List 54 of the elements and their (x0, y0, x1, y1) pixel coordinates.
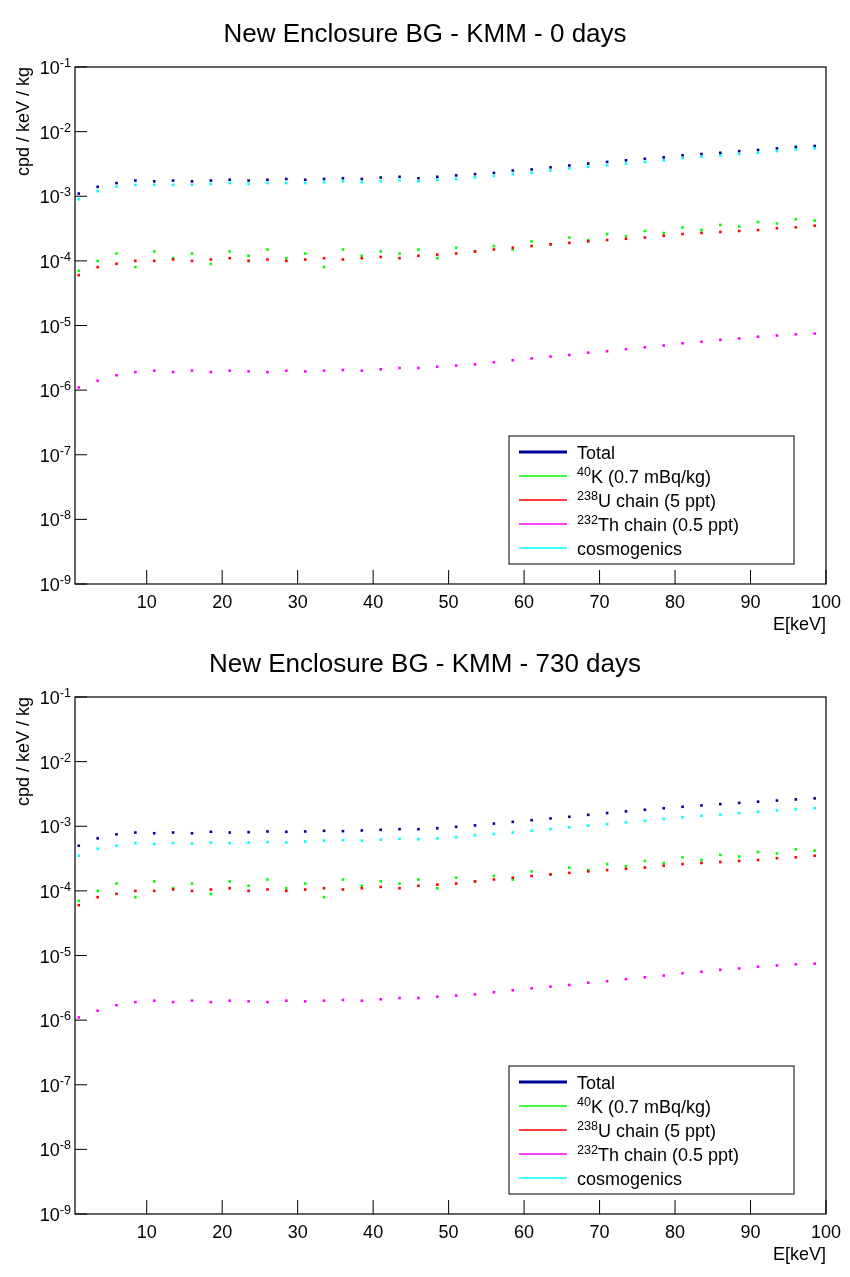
y-tick-label: 10$^{-6}$ (39, 1009, 71, 1032)
y-tick-label: 10$^{-2}$ (39, 120, 71, 143)
x-tick-label: 90 (740, 592, 761, 612)
y-tick-label: 10$^{-7}$ (39, 443, 71, 466)
y-tick-label: 10$^{-3}$ (39, 815, 71, 838)
legend-label: $^{232}$Th chain (0.5 ppt) (577, 513, 740, 535)
y-tick-label: 10$^{-9}$ (39, 573, 71, 595)
x-tick-label: 20 (212, 592, 233, 612)
x-tick-label: 50 (438, 1222, 459, 1242)
x-tick-label: 10 (136, 592, 157, 612)
legend-label: $^{238}$U chain (5 ppt) (577, 489, 717, 511)
x-tick-label: 10 (136, 1222, 157, 1242)
y-axis-title: cpd / keV / kg (13, 697, 33, 807)
legend-label: cosmogenics (577, 1169, 683, 1189)
y-tick-label: 10$^{-5}$ (39, 314, 71, 337)
y-tick-label: 10$^{-1}$ (39, 56, 71, 78)
y-tick-label: 10$^{-4}$ (39, 879, 71, 902)
x-axis-title: E[keV] (772, 1244, 826, 1264)
x-axis-title: E[keV] (772, 614, 826, 634)
y-axis-title: cpd / keV / kg (13, 67, 33, 177)
x-tick-label: 30 (287, 592, 308, 612)
x-tick-label: 30 (287, 1222, 308, 1242)
x-tick-label: 80 (665, 1222, 686, 1242)
y-tick-label: 10$^{-7}$ (39, 1073, 71, 1096)
legend-label: $^{40}$K (0.7 mBq/kg) (577, 1095, 712, 1117)
legend-label: cosmogenics (577, 539, 683, 559)
legend-label: $^{232}$Th chain (0.5 ppt) (577, 1143, 740, 1165)
x-tick-label: 90 (740, 1222, 761, 1242)
y-tick-label: 10$^{-8}$ (39, 508, 71, 531)
y-tick-label: 10$^{-5}$ (39, 944, 71, 967)
x-tick-label: 60 (514, 592, 535, 612)
x-tick-label: 70 (589, 592, 610, 612)
legend-label: Total (577, 443, 616, 463)
x-tick-label: 40 (363, 1222, 384, 1242)
chart-title: New Enclosure BG - KMM - 0 days (223, 18, 627, 48)
chart-title: New Enclosure BG - KMM - 730 days (208, 648, 642, 678)
y-tick-label: 10$^{-3}$ (39, 185, 71, 208)
legend-label: Total (577, 1073, 616, 1093)
y-tick-label: 10$^{-8}$ (39, 1138, 71, 1161)
x-tick-label: 20 (212, 1222, 233, 1242)
x-tick-label: 50 (438, 592, 459, 612)
x-tick-label: 40 (363, 592, 384, 612)
x-tick-label: 100 (810, 1222, 842, 1242)
x-tick-label: 60 (514, 1222, 535, 1242)
x-tick-label: 70 (589, 1222, 610, 1242)
y-tick-label: 10$^{-2}$ (39, 750, 71, 773)
y-tick-label: 10$^{-1}$ (39, 686, 71, 708)
x-tick-label: 80 (665, 592, 686, 612)
y-tick-label: 10$^{-4}$ (39, 249, 71, 272)
y-tick-label: 10$^{-9}$ (39, 1203, 71, 1225)
legend-label: $^{40}$K (0.7 mBq/kg) (577, 465, 712, 487)
y-tick-label: 10$^{-6}$ (39, 379, 71, 402)
x-tick-label: 100 (810, 592, 842, 612)
legend-label: $^{238}$U chain (5 ppt) (577, 1119, 717, 1141)
